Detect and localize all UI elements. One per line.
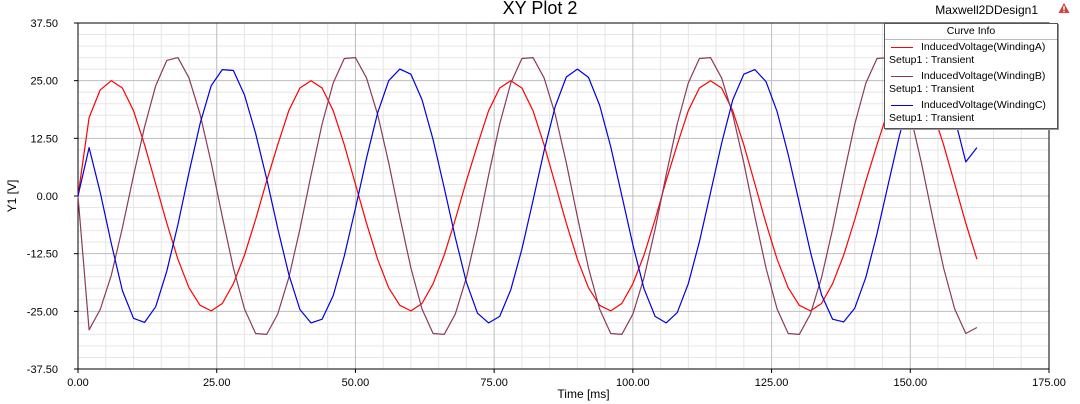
legend-title: Curve Info: [885, 24, 1057, 40]
legend-series-setup: Setup1 : Transient: [889, 112, 975, 124]
x-tick-label: 125.00: [755, 377, 789, 389]
x-tick-label: 0.00: [67, 377, 88, 389]
legend-series-name: InducedVoltage(WindingA): [921, 41, 1046, 53]
chart-title: XY Plot 2: [502, 0, 578, 18]
x-tick-label: 25.00: [203, 377, 231, 389]
x-axis-label: Time [ms]: [557, 387, 609, 401]
y-tick-label: 37.50: [30, 18, 58, 30]
legend-swatch-winding-a: [891, 47, 913, 48]
series-line-winding-b[interactable]: [77, 56, 978, 335]
y-tick-label: 25.00: [30, 76, 58, 88]
legend-series-name: InducedVoltage(WindingC): [921, 99, 1046, 111]
warning-triangle-icon[interactable]: [1058, 2, 1070, 14]
x-tick-label: 150.00: [893, 377, 927, 389]
x-tick-label: 175.00: [1032, 377, 1066, 389]
legend-series-setup: Setup1 : Transient: [889, 54, 975, 66]
legend-swatch-winding-c: [891, 105, 913, 106]
x-tick-label: 100.00: [616, 377, 650, 389]
legend-entry-winding-c[interactable]: InducedVoltage(WindingC) Setup1 : Transi…: [885, 98, 1057, 127]
y-tick-label: -12.50: [27, 249, 58, 261]
legend-swatch-winding-b: [891, 76, 913, 77]
x-tick-label: 75.00: [480, 377, 508, 389]
series-line-winding-c[interactable]: [77, 68, 978, 324]
x-tick-label: 50.00: [342, 377, 370, 389]
y-tick-label: 0.00: [37, 191, 58, 203]
y-tick-label: -25.00: [27, 306, 58, 318]
y-axis-label: Y1 [V]: [5, 180, 19, 213]
legend-series-name: InducedVoltage(WindingB): [921, 70, 1046, 82]
design-name: Maxwell2DDesign1: [935, 3, 1038, 17]
y-tick-label: -37.50: [27, 364, 58, 376]
legend-series-setup: Setup1 : Transient: [889, 83, 975, 95]
series-line-winding-a[interactable]: [77, 80, 978, 312]
legend-entry-winding-a[interactable]: InducedVoltage(WindingA) Setup1 : Transi…: [885, 40, 1057, 69]
curve-info-legend[interactable]: Curve Info InducedVoltage(WindingA) Setu…: [884, 23, 1058, 129]
y-tick-label: 12.50: [30, 133, 58, 145]
legend-entry-winding-b[interactable]: InducedVoltage(WindingB) Setup1 : Transi…: [885, 69, 1057, 98]
